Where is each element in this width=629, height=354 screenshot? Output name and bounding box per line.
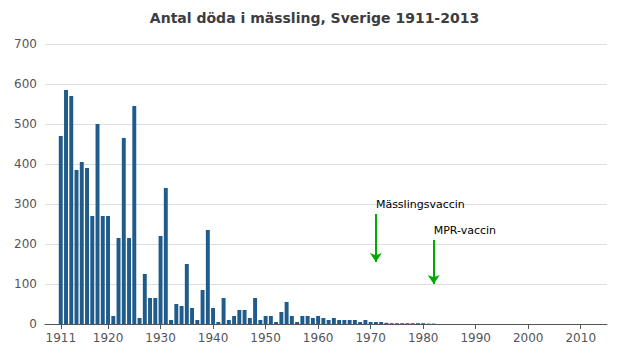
svg-text:100: 100 bbox=[14, 277, 37, 291]
svg-text:700: 700 bbox=[14, 37, 37, 51]
svg-text:500: 500 bbox=[14, 117, 37, 131]
svg-text:Mässlingsvaccin: Mässlingsvaccin bbox=[376, 198, 465, 211]
svg-text:2000: 2000 bbox=[513, 331, 544, 345]
svg-text:MPR-vaccin: MPR-vaccin bbox=[434, 224, 496, 237]
svg-text:1920: 1920 bbox=[93, 331, 124, 345]
svg-text:1960: 1960 bbox=[303, 331, 334, 345]
svg-text:1990: 1990 bbox=[460, 331, 491, 345]
svg-text:2010: 2010 bbox=[565, 331, 596, 345]
svg-text:1950: 1950 bbox=[250, 331, 281, 345]
svg-text:1970: 1970 bbox=[355, 331, 386, 345]
svg-text:Antal döda i mässling, Sverige: Antal döda i mässling, Sverige 1911-2013 bbox=[150, 10, 479, 26]
svg-text:1911: 1911 bbox=[45, 331, 76, 345]
svg-text:0: 0 bbox=[29, 317, 37, 331]
svg-text:600: 600 bbox=[14, 77, 37, 91]
svg-text:400: 400 bbox=[14, 157, 37, 171]
svg-text:1980: 1980 bbox=[408, 331, 439, 345]
svg-text:200: 200 bbox=[14, 237, 37, 251]
svg-text:1930: 1930 bbox=[145, 331, 176, 345]
svg-text:1940: 1940 bbox=[198, 331, 229, 345]
svg-text:300: 300 bbox=[14, 197, 37, 211]
